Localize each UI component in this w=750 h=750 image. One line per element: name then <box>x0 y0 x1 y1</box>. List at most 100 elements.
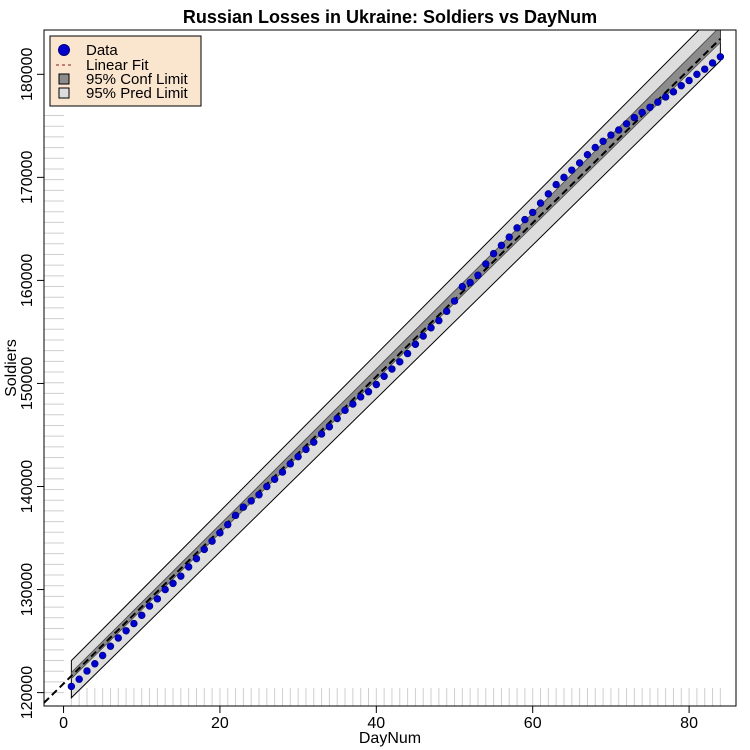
data-point <box>270 475 279 483</box>
data-point <box>302 445 310 454</box>
data-point <box>615 126 623 134</box>
data-point <box>106 642 115 650</box>
data-point <box>278 468 287 476</box>
linear-fit-line <box>44 38 722 704</box>
data-point <box>591 143 599 152</box>
data-point <box>708 59 717 67</box>
y-tick-label: 160000 <box>19 254 36 307</box>
data-point <box>239 503 248 511</box>
legend-entry-label: 95% Conf Limit <box>86 71 189 88</box>
data-point <box>263 482 271 491</box>
data-point <box>716 53 725 61</box>
data-point <box>544 190 553 198</box>
data-point <box>372 380 381 389</box>
data-point <box>208 537 216 545</box>
data-point <box>380 372 388 380</box>
data-point <box>661 93 670 101</box>
data-point <box>638 108 646 117</box>
x-tick-label: 60 <box>524 715 542 732</box>
data-point <box>333 414 341 423</box>
data-point <box>388 365 396 373</box>
data-point <box>669 88 678 96</box>
legend-conf-marker <box>58 73 70 85</box>
data-point <box>130 619 138 628</box>
chart-title: Russian Losses in Ukraine: Soldiers vs D… <box>183 7 597 27</box>
y-tick-label: 170000 <box>19 151 36 204</box>
data-point <box>560 173 568 182</box>
data-point <box>91 660 99 668</box>
data-point <box>427 324 435 332</box>
data-point <box>693 70 701 79</box>
x-tick-label: 40 <box>367 715 385 732</box>
plot-frame <box>43 29 737 707</box>
data-point <box>568 166 576 174</box>
x-tick-label: 80 <box>680 715 698 732</box>
data-point <box>114 634 122 642</box>
data-point <box>450 297 459 305</box>
data-point <box>138 611 146 620</box>
data-point <box>458 282 467 291</box>
y-tick-label: 150000 <box>19 357 36 410</box>
data-points <box>67 53 725 691</box>
legend-box <box>49 35 202 107</box>
data-point <box>200 545 208 554</box>
data-point <box>529 208 537 217</box>
plot-inner <box>44 30 725 706</box>
data-point <box>575 159 584 167</box>
data-point <box>349 400 357 408</box>
y-axis-label: Soldiers <box>3 339 20 397</box>
legend-entry-label: Data <box>86 42 118 59</box>
data-point <box>482 260 490 268</box>
data-point <box>622 120 631 128</box>
y-tick-label: 120000 <box>19 666 36 719</box>
data-point <box>317 430 326 438</box>
data-point <box>67 682 76 691</box>
data-point <box>497 241 506 250</box>
data-point <box>364 388 373 396</box>
data-point <box>286 460 295 468</box>
data-point <box>701 65 709 73</box>
data-point <box>685 76 693 85</box>
data-point <box>677 81 685 90</box>
data-point <box>98 651 107 660</box>
data-point <box>216 529 224 537</box>
data-point <box>356 393 365 401</box>
data-point <box>466 278 474 287</box>
data-point <box>75 675 83 683</box>
data-point <box>442 307 451 316</box>
data-point <box>255 491 263 499</box>
data-point <box>161 585 169 594</box>
data-point <box>646 103 654 111</box>
data-point <box>583 150 592 159</box>
data-point <box>654 98 662 106</box>
axes: 0 20 40 60 80 120000 130000 140000 150000 160000 1… <box>19 29 737 732</box>
data-point <box>552 180 560 189</box>
data-point <box>231 511 240 520</box>
data-point <box>396 358 404 366</box>
data-point <box>122 627 130 635</box>
data-point <box>83 667 91 675</box>
data-point <box>411 340 420 348</box>
y-rug <box>44 115 64 694</box>
data-point <box>435 316 443 325</box>
data-point <box>536 199 545 207</box>
data-point <box>489 249 498 258</box>
y-tick-label: 130000 <box>19 563 36 616</box>
data-point <box>169 579 177 588</box>
data-point <box>599 137 607 145</box>
data-point <box>630 113 639 122</box>
data-point <box>403 349 412 358</box>
data-point <box>505 233 513 241</box>
data-point <box>310 438 318 446</box>
data-point <box>184 563 193 571</box>
plot-area <box>44 30 725 706</box>
data-point <box>192 554 201 563</box>
data-point <box>341 406 349 414</box>
x-tick-label: 20 <box>211 715 229 732</box>
legend-entry-label: 95% Pred Limit <box>86 85 189 102</box>
x-axis-label: DayNum <box>359 730 421 747</box>
data-point <box>145 602 154 610</box>
data-point <box>419 332 427 340</box>
